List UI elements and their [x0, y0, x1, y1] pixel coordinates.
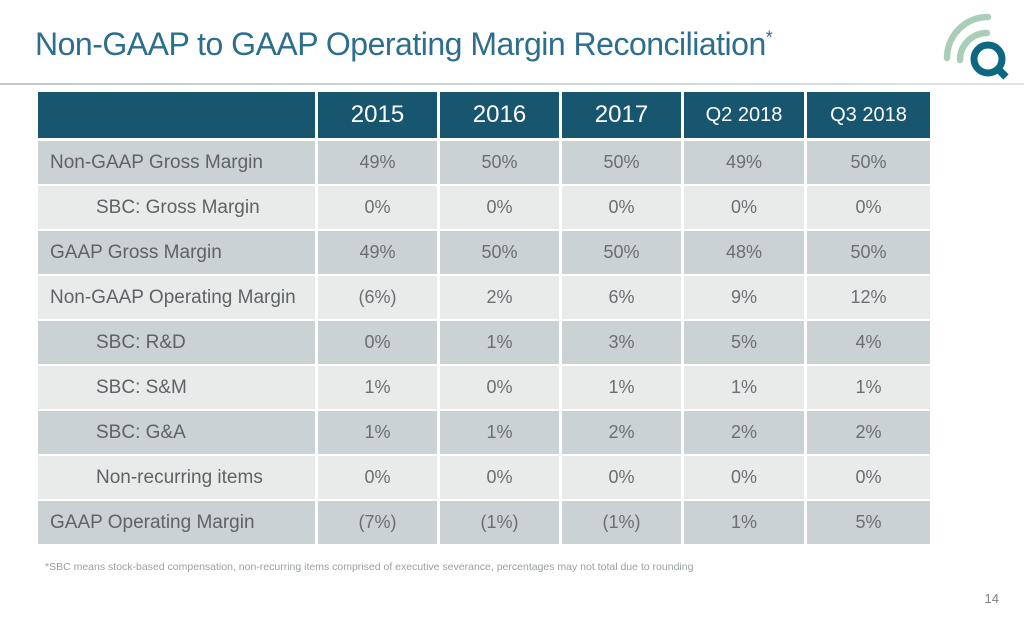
value-cell: 5%	[684, 321, 807, 366]
row-label: SBC: S&M	[38, 366, 318, 411]
row-label: SBC: R&D	[38, 321, 318, 366]
value-cell: 0%	[440, 456, 562, 501]
column-header-blank	[38, 92, 318, 141]
value-cell: 3%	[562, 321, 684, 366]
value-cell: (6%)	[318, 276, 440, 321]
value-cell: 1%	[684, 366, 807, 411]
footnote-marker: *	[765, 27, 773, 48]
table-row: GAAP Gross Margin 49% 50% 50% 48% 50%	[38, 231, 930, 276]
slide-title-text: Non-GAAP to GAAP Operating Margin Reconc…	[35, 26, 766, 62]
value-cell: 0%	[318, 321, 440, 366]
row-label: Non-recurring items	[38, 456, 318, 501]
company-logo-icon	[943, 13, 1009, 80]
reconciliation-table: 2015 2016 2017 Q2 2018 Q3 2018 Non-GAAP …	[38, 92, 930, 546]
value-cell: 2%	[807, 411, 930, 456]
table-row: SBC: G&A 1% 1% 2% 2% 2%	[38, 411, 930, 456]
value-cell: 0%	[684, 186, 807, 231]
value-cell: (1%)	[440, 501, 562, 546]
value-cell: 0%	[318, 186, 440, 231]
value-cell: 49%	[684, 141, 807, 186]
slide-title: Non-GAAP to GAAP Operating Margin Reconc…	[35, 26, 773, 63]
value-cell: 0%	[684, 456, 807, 501]
value-cell: 50%	[562, 231, 684, 276]
footnote: *SBC means stock-based compensation, non…	[45, 561, 694, 573]
column-header-q3-2018: Q3 2018	[807, 92, 930, 141]
value-cell: 1%	[807, 366, 930, 411]
value-cell: 49%	[318, 141, 440, 186]
value-cell: (1%)	[562, 501, 684, 546]
row-label: Non-GAAP Gross Margin	[38, 141, 318, 186]
row-label: GAAP Gross Margin	[38, 231, 318, 276]
value-cell: 50%	[440, 231, 562, 276]
row-label: GAAP Operating Margin	[38, 501, 318, 546]
value-cell: 0%	[807, 456, 930, 501]
value-cell: 1%	[440, 321, 562, 366]
table-row: Non-GAAP Operating Margin (6%) 2% 6% 9% …	[38, 276, 930, 321]
value-cell: (7%)	[318, 501, 440, 546]
row-label: Non-GAAP Operating Margin	[38, 276, 318, 321]
column-header-q2-2018: Q2 2018	[684, 92, 807, 141]
title-divider	[0, 83, 1024, 85]
value-cell: 1%	[318, 411, 440, 456]
table-row: Non-recurring items 0% 0% 0% 0% 0%	[38, 456, 930, 501]
value-cell: 0%	[440, 366, 562, 411]
value-cell: 0%	[440, 186, 562, 231]
header-row: 2015 2016 2017 Q2 2018 Q3 2018	[38, 92, 930, 141]
value-cell: 12%	[807, 276, 930, 321]
value-cell: 50%	[440, 141, 562, 186]
table-row: SBC: Gross Margin 0% 0% 0% 0% 0%	[38, 186, 930, 231]
value-cell: 48%	[684, 231, 807, 276]
value-cell: 50%	[807, 231, 930, 276]
value-cell: 9%	[684, 276, 807, 321]
value-cell: 0%	[318, 456, 440, 501]
value-cell: 50%	[807, 141, 930, 186]
value-cell: 1%	[562, 366, 684, 411]
row-label: SBC: G&A	[38, 411, 318, 456]
value-cell: 1%	[318, 366, 440, 411]
value-cell: 49%	[318, 231, 440, 276]
table-row: SBC: S&M 1% 0% 1% 1% 1%	[38, 366, 930, 411]
column-header-2016: 2016	[440, 92, 562, 141]
page-number: 14	[984, 591, 999, 606]
value-cell: 6%	[562, 276, 684, 321]
value-cell: 5%	[807, 501, 930, 546]
value-cell: 2%	[684, 411, 807, 456]
value-cell: 1%	[684, 501, 807, 546]
value-cell: 4%	[807, 321, 930, 366]
value-cell: 0%	[562, 456, 684, 501]
value-cell: 0%	[807, 186, 930, 231]
value-cell: 1%	[440, 411, 562, 456]
row-label: SBC: Gross Margin	[38, 186, 318, 231]
table-row: SBC: R&D 0% 1% 3% 5% 4%	[38, 321, 930, 366]
table-row: Non-GAAP Gross Margin 49% 50% 50% 49% 50…	[38, 141, 930, 186]
table-row: GAAP Operating Margin (7%) (1%) (1%) 1% …	[38, 501, 930, 546]
value-cell: 2%	[440, 276, 562, 321]
column-header-2015: 2015	[318, 92, 440, 141]
column-header-2017: 2017	[562, 92, 684, 141]
value-cell: 50%	[562, 141, 684, 186]
value-cell: 2%	[562, 411, 684, 456]
value-cell: 0%	[562, 186, 684, 231]
